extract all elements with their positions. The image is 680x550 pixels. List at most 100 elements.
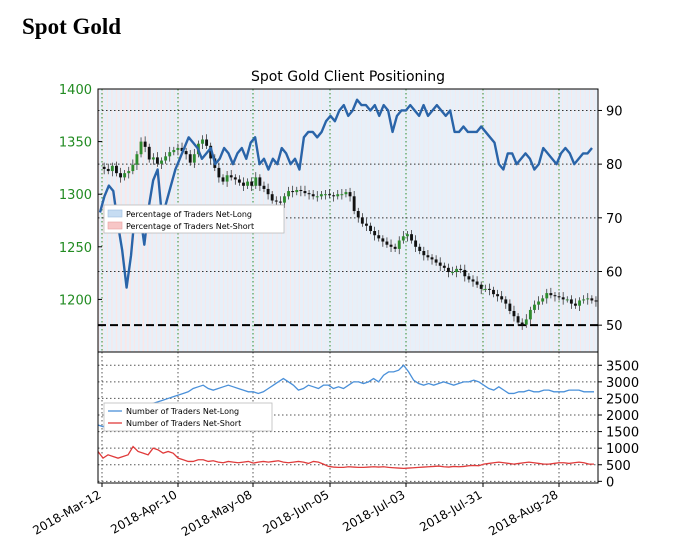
net-long-strip: [424, 89, 429, 352]
net-short-strip: [294, 89, 296, 352]
net-long-strip: [482, 89, 487, 352]
candle-body: [127, 171, 131, 174]
candle-body: [467, 276, 471, 280]
candle-body: [365, 223, 368, 226]
candle-body: [483, 288, 487, 290]
candle-body: [574, 303, 577, 306]
net-long-strip: [513, 89, 518, 352]
x-tick-label: 2018-Apr-10: [108, 487, 179, 536]
net-long-strip: [330, 89, 335, 352]
candle-body: [205, 139, 209, 146]
candle-body: [147, 146, 151, 160]
net-long-strip: [558, 89, 563, 352]
candle-body: [492, 289, 495, 295]
candle-body: [389, 244, 393, 247]
x-tick-label: 2018-Jul-03: [340, 487, 407, 534]
candle-body: [266, 188, 270, 195]
net-long-strip: [379, 89, 384, 352]
net-short-strip: [464, 89, 465, 352]
net-short-strip: [374, 89, 376, 352]
net-short-strip: [544, 89, 546, 352]
net-long-percent-line: [98, 98, 593, 289]
candle-body: [524, 319, 528, 325]
legend-label: Number of Traders Net-Long: [126, 407, 239, 416]
candle-body: [131, 164, 135, 172]
net-short-strip: [388, 89, 389, 352]
net-short-strip: [589, 89, 591, 352]
net-short-strip: [432, 89, 434, 352]
candle-body: [385, 241, 389, 245]
net-long-count-line: [97, 364, 594, 428]
candle-body: [561, 297, 565, 300]
candle-body: [455, 268, 459, 273]
candle-body: [565, 299, 569, 301]
net-short-strip: [553, 89, 555, 352]
candle-body: [594, 300, 598, 302]
candle-body: [274, 200, 278, 202]
candle-body: [123, 173, 127, 178]
net-long-strip: [339, 89, 344, 352]
candle-body: [414, 240, 418, 247]
candle-body: [528, 309, 532, 320]
net-long-strip: [563, 89, 567, 352]
candle-body: [307, 193, 311, 195]
percent-tick-label: 60: [606, 265, 623, 280]
net-short-strip: [593, 89, 595, 352]
net-short-strip: [379, 89, 380, 352]
x-tick-label: 2018-Mar-12: [30, 487, 103, 537]
candle-body: [262, 185, 266, 189]
net-short-strip: [499, 89, 501, 352]
candle-body: [287, 191, 291, 197]
net-long-strip: [531, 89, 536, 352]
candle-body: [393, 246, 397, 249]
candle-body: [184, 151, 188, 155]
candle-body: [115, 165, 118, 174]
net-short-strip: [535, 89, 537, 352]
candle-body: [586, 298, 590, 300]
chart-title: Spot Gold Client Positioning: [251, 69, 445, 85]
candle-body: [578, 300, 581, 306]
candle-body: [315, 196, 319, 198]
candle-body: [217, 167, 221, 178]
net-short-strip: [307, 89, 309, 352]
net-long-strip: [576, 89, 581, 352]
candle-body: [143, 141, 147, 147]
net-short-strip: [383, 89, 385, 352]
net-short-strip: [486, 89, 488, 352]
candle-body: [336, 194, 340, 197]
count-tick-label: 3000: [606, 376, 639, 391]
candle-body: [418, 246, 422, 252]
net-short-strip: [477, 89, 479, 352]
candle-body: [106, 168, 110, 172]
count-tick-label: 1500: [606, 426, 639, 441]
net-short-strip: [285, 89, 287, 352]
candle-body: [324, 194, 327, 196]
net-short-strip: [539, 89, 542, 352]
net-long-strip: [536, 89, 541, 352]
net-short-strip: [459, 89, 461, 352]
candle-body: [459, 268, 463, 270]
net-long-strip: [589, 89, 594, 352]
legend-positioning: Percentage of Traders Net-Long Percentage…: [103, 204, 285, 234]
candle-body: [401, 236, 405, 241]
net-short-strip: [325, 89, 327, 352]
page-title: Spot Gold: [22, 14, 122, 39]
candle-body: [299, 189, 303, 192]
net-long-strip: [496, 89, 500, 352]
candle-body: [520, 322, 524, 325]
candle-body: [328, 194, 331, 196]
net-short-strip: [450, 89, 452, 352]
candle-body: [545, 293, 549, 299]
candle-body: [434, 259, 438, 263]
count-tick-label: 0: [606, 475, 614, 490]
candle-body: [512, 310, 516, 317]
candle-body: [405, 234, 409, 237]
net-long-strip: [585, 89, 590, 352]
net-short-strip: [446, 89, 447, 352]
net-short-strip: [473, 89, 474, 352]
net-short-strip: [468, 89, 470, 352]
candle-body: [201, 139, 204, 144]
net-short-strip: [98, 89, 100, 352]
candle-body: [557, 296, 561, 298]
candle-body: [541, 298, 545, 302]
